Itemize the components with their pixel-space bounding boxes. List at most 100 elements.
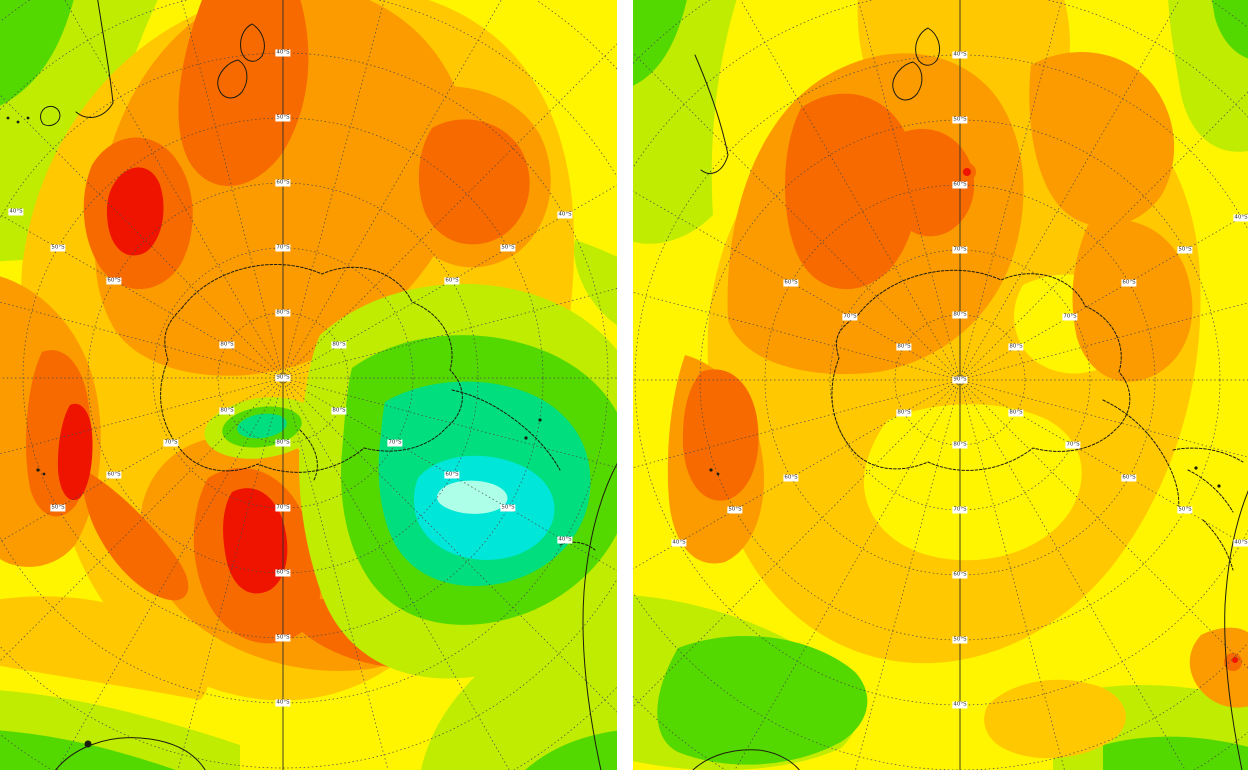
meridian-line xyxy=(633,379,961,708)
coastline-new-zealand-north xyxy=(240,23,265,62)
coastline-antarctic-peninsula xyxy=(451,389,561,471)
graticule-label: 60°S xyxy=(106,277,122,285)
graticule-label: 60°S xyxy=(1121,474,1137,482)
meridian-line xyxy=(0,301,284,379)
graticule-label: 60°S xyxy=(783,279,799,287)
graticule-label: 40°S xyxy=(8,208,24,216)
coastline-south-america xyxy=(1224,490,1248,770)
coastline-antarctica xyxy=(160,263,463,473)
island-speck xyxy=(524,436,528,440)
latitude-circle xyxy=(699,119,1221,641)
graticule-label: 40°S xyxy=(557,211,573,219)
graticule-label: 90°S xyxy=(275,374,291,382)
meridian-line xyxy=(740,0,961,381)
graticule-label: 70°S xyxy=(1062,313,1078,321)
meridian-line xyxy=(177,377,284,770)
meridian-line xyxy=(282,377,617,713)
meridian-line xyxy=(0,94,284,379)
meridian-line xyxy=(0,377,284,455)
coastline-south-africa xyxy=(55,737,206,770)
graticule-label: 80°S xyxy=(331,407,347,415)
coastline-tierra-del-fuego xyxy=(559,541,596,551)
meridian-line xyxy=(959,379,1248,669)
graticule-label: 50°S xyxy=(952,116,968,124)
meridian-line xyxy=(959,213,1248,381)
meridian-line xyxy=(857,0,961,381)
graticule-label: 50°S xyxy=(50,244,66,252)
graticule-label: 40°S xyxy=(1233,214,1248,222)
meridian-line xyxy=(959,379,1248,458)
latitude-circle xyxy=(217,312,349,444)
graticule-label: 70°S xyxy=(1065,441,1081,449)
graticule-label: 70°S xyxy=(952,246,968,254)
graticule-label: 60°S xyxy=(444,471,460,479)
island-speck xyxy=(42,472,46,476)
graticule-label: 90°S xyxy=(952,376,968,384)
meridian-line xyxy=(0,214,284,379)
island-speck xyxy=(84,740,92,748)
coastline-tasmania xyxy=(40,105,61,127)
coastline-new-zealand-south xyxy=(892,61,923,101)
meridian-line xyxy=(959,91,1248,381)
meridian-line xyxy=(282,0,502,379)
graticule-label: 40°S xyxy=(952,51,968,59)
contour-fill-layer xyxy=(633,0,1248,770)
graticule-label: 70°S xyxy=(275,504,291,512)
graticule-label: 80°S xyxy=(952,311,968,319)
coastline-new-zealand-north xyxy=(915,27,941,66)
graticule-label: 60°S xyxy=(952,571,968,579)
graticule-label: 60°S xyxy=(106,471,122,479)
graticule-label: 80°S xyxy=(1008,409,1024,417)
graticule-label: 40°S xyxy=(557,536,573,544)
meridian-line xyxy=(282,0,385,379)
graticule-label: 50°S xyxy=(727,506,743,514)
graticule-label: 40°S xyxy=(275,49,291,57)
island-speck xyxy=(36,468,40,472)
coastline-antarctic-peninsula xyxy=(1102,399,1180,513)
island-speck xyxy=(709,468,713,472)
graticule-label: 80°S xyxy=(896,409,912,417)
graticule-label: 50°S xyxy=(500,504,516,512)
island-speck xyxy=(1217,484,1221,488)
graticule-label: 80°S xyxy=(952,441,968,449)
graticule-label: 80°S xyxy=(275,439,291,447)
graticule-label: 50°S xyxy=(50,504,66,512)
graticule-label: 50°S xyxy=(500,244,516,252)
map-canvas-right xyxy=(633,0,1248,770)
graticule-label: 70°S xyxy=(163,439,179,447)
meridian-line xyxy=(959,302,1248,381)
meridian-line xyxy=(0,377,284,662)
contour-fill-layer xyxy=(0,0,617,770)
meridian-line xyxy=(56,377,284,770)
map-canvas-left xyxy=(0,0,617,770)
latitude-circle xyxy=(894,314,1026,446)
graticule-label: 50°S xyxy=(1177,506,1193,514)
graticule-label: 80°S xyxy=(896,343,912,351)
graticule-label: 40°S xyxy=(1233,539,1248,547)
meridian-line xyxy=(181,0,284,379)
meridian-line xyxy=(633,52,961,381)
island-speck xyxy=(1194,466,1198,470)
coastline-new-zealand-south xyxy=(217,59,248,99)
map-panel-right: 90°S 80°S 80°S 80°S 80°S 80°S 80°S 70°S 70°S 70°S… xyxy=(633,0,1248,770)
graticule xyxy=(0,0,617,770)
graticule-label: 50°S xyxy=(275,634,291,642)
graticule-label: 40°S xyxy=(671,539,687,547)
meridian-line xyxy=(282,43,617,379)
graticule-label: 60°S xyxy=(1121,279,1137,287)
graticule-label: 60°S xyxy=(952,181,968,189)
meridian-line xyxy=(282,184,617,379)
graticule-label: 50°S xyxy=(1177,246,1193,254)
coastline-islands-arc xyxy=(1187,469,1234,513)
graticule-label: 60°S xyxy=(275,179,291,187)
graticule-label: 70°S xyxy=(275,244,291,252)
coastline-islands-arc xyxy=(1202,519,1234,571)
graticule-label: 50°S xyxy=(275,114,291,122)
coastline-australia xyxy=(75,0,114,118)
graticule-label: 60°S xyxy=(783,474,799,482)
meridian-line xyxy=(64,0,284,379)
meridian-line xyxy=(959,0,1063,381)
meridian-line xyxy=(282,288,617,379)
graticule-label: 70°S xyxy=(952,506,968,514)
